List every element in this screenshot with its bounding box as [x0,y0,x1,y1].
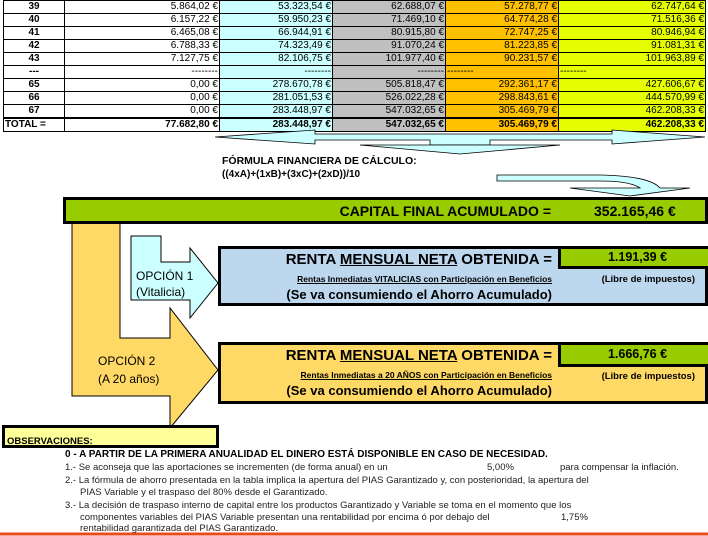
total-row: TOTAL = 77.682,80 €283.448,97 €547.032,65… [3,117,706,132]
obs-item-0: 0 - A PARTIR DE LA PRIMERA ANUALIDAD EL … [65,449,548,460]
table-cell: 62.688,07 € [332,0,446,14]
option2-arrow [71,221,219,430]
capital-final-bar: CAPITAL FINAL ACUMULADO = 352.165,46 € [63,197,708,224]
double-arrow [214,129,706,146]
table-row: 39 5.864,02 €53.323,54 €62.688,07 €57.278… [3,0,706,14]
table-cell: 62.747,64 € [558,0,706,14]
down-arrow [359,144,561,155]
obs-item-3-cont: componentes variables del PIAS Variable … [80,512,588,523]
table-cell: -------- [64,65,220,79]
table-cell: -------- [558,65,706,79]
option1-label: OPCIÓN 1 (Vitalicia) [136,269,194,299]
table-cell: 526.022,28 € [332,91,446,105]
table-cell: 71.469,10 € [332,13,446,27]
total-cell: 462.208,33 € [558,117,706,132]
obs-item-1: 1.- Se aconseja que las aportaciones se … [65,462,679,473]
table-row: 42 6.788,33 €74.323,49 €91.070,24 €81.223… [3,39,706,53]
table-cell: 305.469,79 € [445,104,559,119]
total-cell: 547.032,65 € [332,117,446,132]
total-cell: 305.469,79 € [445,117,559,132]
table-cell: 278.670,78 € [219,78,333,92]
table-cell: 74.323,49 € [219,39,333,53]
option1-desc: Rentas Inmediatas VITALICIAS con Partici… [297,274,552,284]
table-cell: 101.963,89 € [558,52,706,66]
obs-item-3-end: rentabilidad garantizada del PIAS Garant… [80,523,279,534]
capital-value: 352.165,46 € [594,203,676,219]
table-row: 67 0,00 €283.448,97 €547.032,65 €305.469,… [3,104,706,119]
table-cell: 6.157,22 € [64,13,220,27]
obs-item-2-cont: PIAS Variable y el traspaso del 80% desd… [80,487,328,498]
obs-item-2: 2.- La fórmula de ahorro presentada en l… [65,475,589,486]
table-cell: 444.570,99 € [558,91,706,105]
option1-tax: (Libre de impuestos) [601,274,695,285]
total-cell: 283.448,97 € [219,117,333,132]
observaciones-title: OBSERVACIONES: [7,436,93,447]
formula-title: FÓRMULA FINANCIERA DE CÁLCULO: [222,155,417,167]
option2-desc: Rentas Inmediatas a 20 AÑOS con Particip… [300,370,552,380]
curved-arrow [496,174,691,197]
option2-label: OPCIÓN 2 (A 20 años) [98,354,160,386]
table-cell: 283.448,97 € [219,104,333,119]
total-cell: 77.682,80 € [64,117,220,132]
table-cell: 82.106,75 € [219,52,333,66]
table-cell: 5.864,02 € [64,0,220,14]
option1-value: 1.191,39 € [558,249,708,269]
total-cell: TOTAL = [3,117,65,132]
table-cell: 0,00 € [64,91,220,105]
table-cell: 80.946,94 € [558,26,706,40]
table-cell: 53.323,54 € [219,0,333,14]
option2-renta-title: RENTA MENSUAL NETA OBTENIDA = [285,347,552,364]
table-cell: 81.223,85 € [445,39,559,53]
table-cell: 72.747,25 € [445,26,559,40]
table-cell: 66 [3,91,65,105]
option2-note: (Se va consumiendo el Ahorro Acumulado) [286,383,552,398]
table-cell: 66.944,91 € [219,26,333,40]
table-cell: 462.208,33 € [558,104,706,119]
table-row: 41 6.465,08 €66.944,91 €80.915,80 €72.747… [3,26,706,40]
table-cell: 71.516,36 € [558,13,706,27]
capital-label: CAPITAL FINAL ACUMULADO = [339,203,551,219]
option1-arrow [130,235,219,320]
table-cell: 298.843,61 € [445,91,559,105]
table-cell: 547.032,65 € [332,104,446,119]
table-cell: 0,00 € [64,78,220,92]
observaciones-box: OBSERVACIONES: [2,425,219,448]
obs-item-3: 3.- La decisión de traspaso interno de c… [65,500,572,511]
option1-note: (Se va consumiendo el Ahorro Acumulado) [286,287,552,302]
table-cell: 64.774,28 € [445,13,559,27]
table-cell: 6.465,08 € [64,26,220,40]
option1-box: RENTA MENSUAL NETA OBTENIDA = 1.191,39 €… [218,246,708,306]
option1-renta-title: RENTA MENSUAL NETA OBTENIDA = [285,251,552,268]
option2-value: 1.666,76 € [558,345,708,367]
option2-tax: (Libre de impuestos) [601,371,695,382]
option2-box: RENTA MENSUAL NETA OBTENIDA = 1.666,76 €… [218,342,708,404]
table-cell: 57.278,77 € [445,0,559,14]
formula-expression: ((4xA)+(1xB)+(3xC)+(2xD))/10 [222,169,361,180]
table-row: 66 0,00 €281.051,53 €526.022,28 €298.843,… [3,91,706,105]
table-row: --- -------- -------- -------- -------- -----… [3,65,706,79]
table-cell: 91.070,24 € [332,39,446,53]
savings-table: 39 5.864,02 €53.323,54 €62.688,07 €57.278… [3,0,706,132]
table-cell: 281.051,53 € [219,91,333,105]
table-row: 40 6.157,22 €59.950,23 €71.469,10 €64.774… [3,13,706,27]
